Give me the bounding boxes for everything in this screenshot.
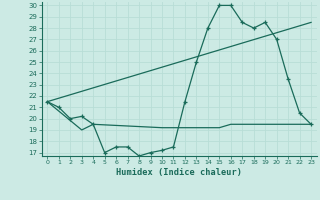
X-axis label: Humidex (Indice chaleur): Humidex (Indice chaleur) bbox=[116, 168, 242, 177]
